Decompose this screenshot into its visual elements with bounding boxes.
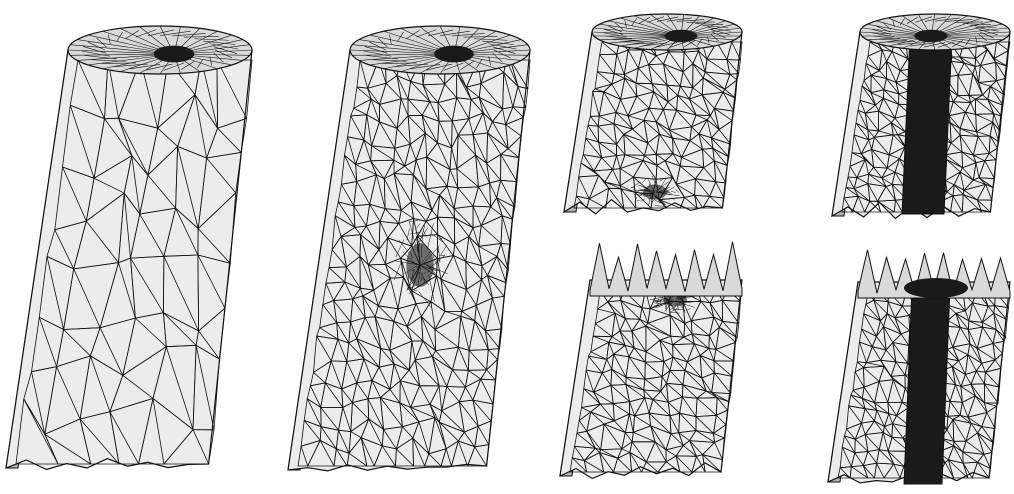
axis-cap <box>904 278 968 298</box>
refined-axis-bar <box>903 287 951 485</box>
top-face-mesh <box>591 13 743 51</box>
cylinder-mesh-center-refined <box>287 25 531 472</box>
mesh-triangles <box>15 59 253 465</box>
mesh-triangles <box>569 289 743 473</box>
spiky-cut-face <box>857 249 1011 299</box>
top-refined-spot <box>153 45 195 63</box>
cylinder-cut-bottom-piece <box>559 241 743 480</box>
refined-axis-bar <box>901 35 953 215</box>
top-refined-spot <box>434 45 474 63</box>
refined-region <box>393 219 448 308</box>
top-refined-spot <box>664 29 698 43</box>
spiky-cut-face <box>589 241 743 297</box>
top-refined-spot <box>914 29 948 43</box>
mesh-triangles <box>573 41 743 209</box>
refined-region <box>630 175 680 207</box>
cylinder-cut-axis-refined-bottom <box>827 249 1011 485</box>
coarse-cylinder-mesh <box>5 25 253 471</box>
cylinder-cut-axis-refined-top <box>831 13 1011 220</box>
cylinder-cut-top-bottom-refined <box>563 13 743 215</box>
mesh-body <box>559 279 743 480</box>
